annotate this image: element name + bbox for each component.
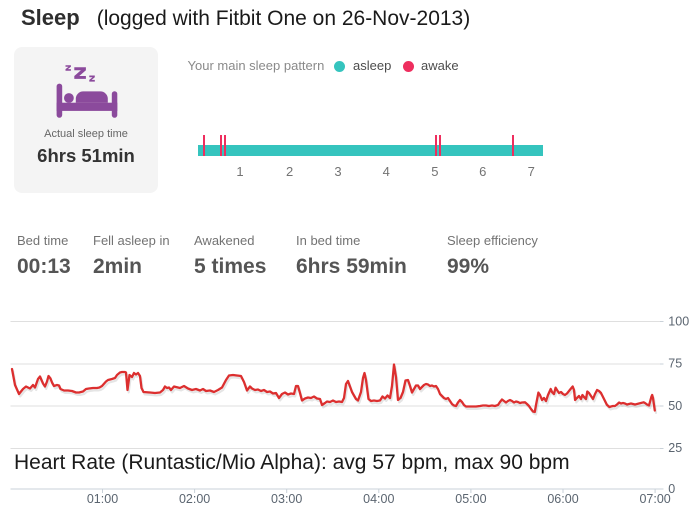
svg-text:02:00: 02:00 bbox=[179, 492, 210, 506]
svg-text:50: 50 bbox=[668, 399, 682, 413]
svg-text:75: 75 bbox=[668, 357, 682, 371]
svg-text:06:00: 06:00 bbox=[547, 492, 578, 506]
svg-text:01:00: 01:00 bbox=[87, 492, 118, 506]
svg-text:0: 0 bbox=[668, 482, 675, 496]
svg-text:07:00: 07:00 bbox=[639, 492, 670, 506]
svg-text:04:00: 04:00 bbox=[363, 492, 394, 506]
svg-text:100: 100 bbox=[668, 314, 689, 328]
svg-text:25: 25 bbox=[668, 441, 682, 455]
svg-text:05:00: 05:00 bbox=[455, 492, 486, 506]
svg-text:03:00: 03:00 bbox=[271, 492, 302, 506]
